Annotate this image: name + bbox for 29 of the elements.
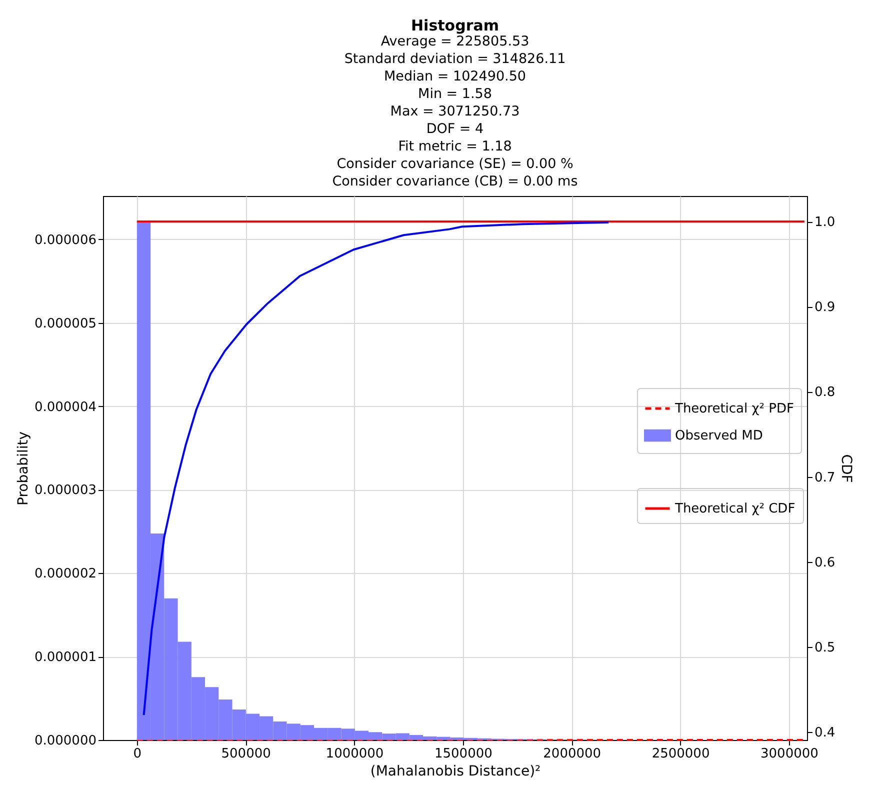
x-tick-label: 1000000 xyxy=(326,746,384,762)
chart-title: Histogram xyxy=(411,16,499,34)
x-axis-title: (Mahalanobis Distance)² xyxy=(370,764,541,780)
y-tick-label: 0.000003 xyxy=(34,483,96,498)
y2-tick-label: 0.6 xyxy=(814,555,836,570)
y2-tick-label: 0.5 xyxy=(814,640,836,656)
y2-tick-label: 1.0 xyxy=(814,215,836,230)
legend-label: Theoretical χ² PDF xyxy=(674,402,794,416)
y-tick-label: 0.000002 xyxy=(34,566,96,582)
x-tick-label: 1500000 xyxy=(434,746,492,762)
y2-tick-label: 0.7 xyxy=(814,470,836,486)
x-tick-label: 0 xyxy=(133,746,142,762)
y2-tick-label: 0.4 xyxy=(814,726,836,741)
y-tick-label: 0.000000 xyxy=(34,734,96,748)
y-tick-label: 0.000005 xyxy=(34,316,96,332)
legend-label: Observed MD xyxy=(675,428,763,444)
y-tick-label: 0.000001 xyxy=(34,650,96,666)
y-tick-label: 0.000006 xyxy=(34,232,96,248)
x-tick-label: 3000000 xyxy=(760,746,818,762)
y2-tick-label: 0.8 xyxy=(814,385,836,400)
y-tick-label: 0.000004 xyxy=(34,400,96,415)
y2-tick-label: 0.9 xyxy=(814,300,836,316)
text: Average = 225805.53 Standard deviation = 314826.11 Median = 102490.50 Min = 1.58 Max = 3071250.73 DOF = 4 Fit metric = 1.18 Consider covariance (SE) = 0.00 % Consider covariance (CB) = 0.00 ms xyxy=(332,34,578,190)
x-tick-label: 2500000 xyxy=(652,746,710,762)
y-axis-title: Probability xyxy=(15,431,32,506)
x-tick-label: 500000 xyxy=(221,746,271,762)
legend-label: Theoretical χ² CDF xyxy=(674,502,796,516)
x-tick-label: 2000000 xyxy=(543,746,602,762)
y2-axis-title: CDF xyxy=(838,454,854,483)
